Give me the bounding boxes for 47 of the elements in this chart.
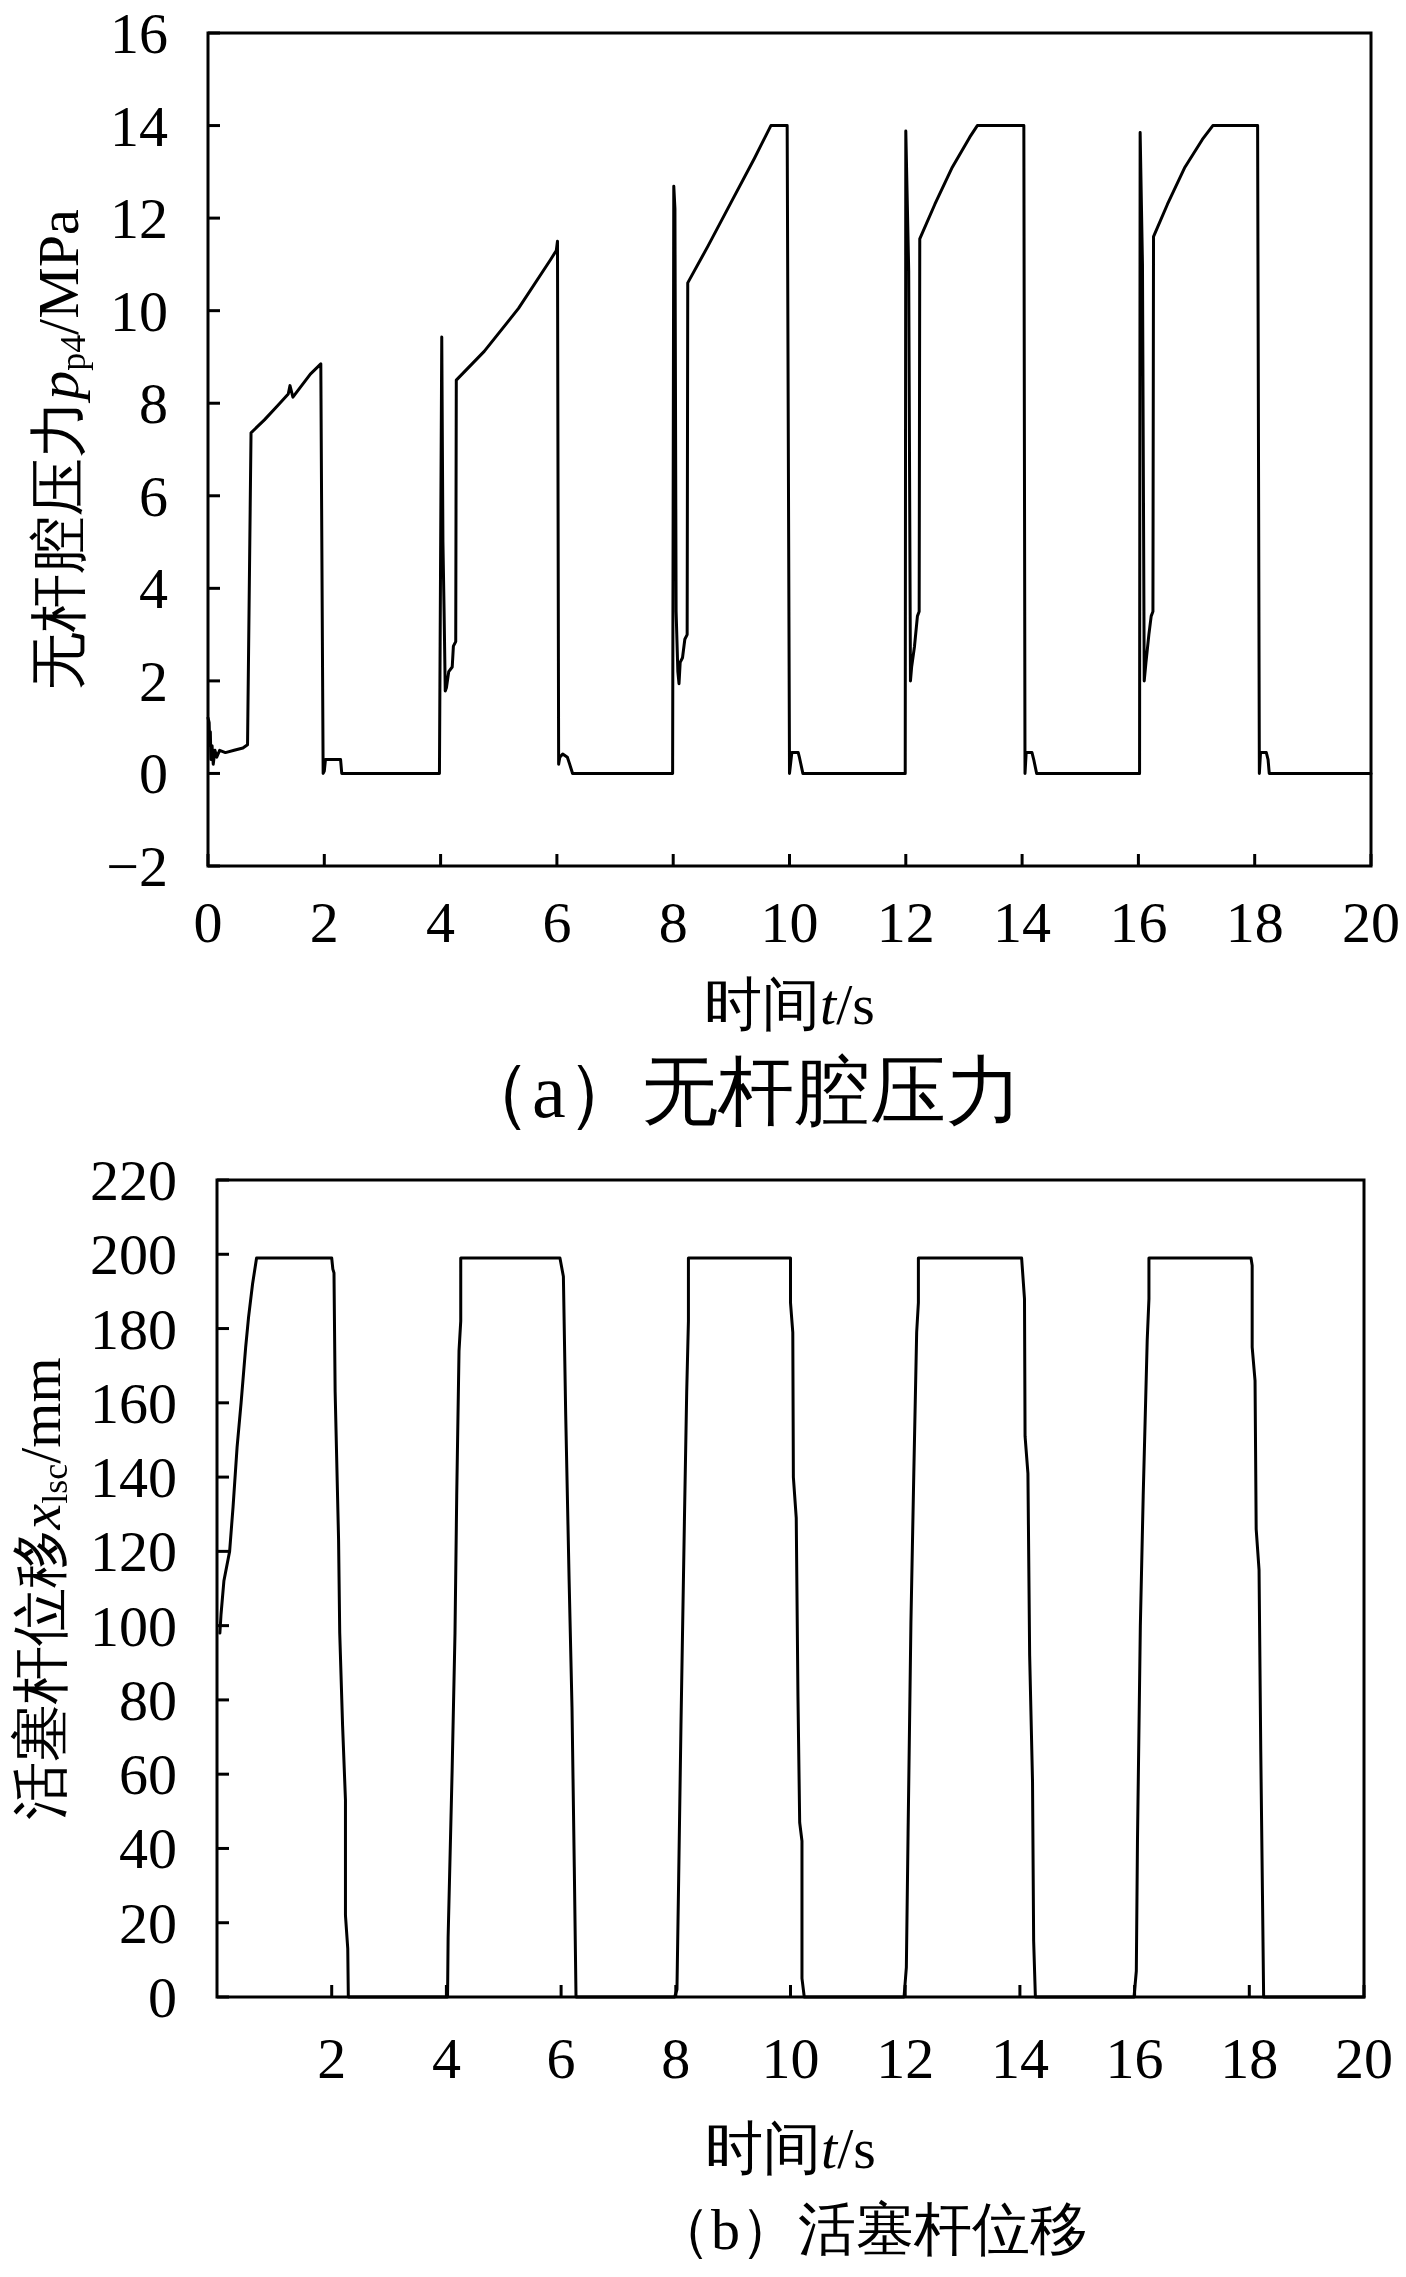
text: （a）无杆腔压力 xyxy=(456,1049,1022,1133)
y-tick-label: 0 xyxy=(148,1964,177,2030)
y-tick-label: 220 xyxy=(90,1147,177,1213)
y-tick-label: 10 xyxy=(110,278,168,344)
x-tick-label: 4 xyxy=(431,2025,461,2091)
x-axis-title: 时间t/s xyxy=(704,971,875,1037)
y-tick-label: 40 xyxy=(119,1815,177,1881)
y-tick-label: 16 xyxy=(110,0,168,66)
y-tick-label: 140 xyxy=(90,1444,177,1510)
y-tick-label: 20 xyxy=(119,1890,177,1956)
y-tick-label: 2 xyxy=(139,648,168,714)
y-tick-label: 80 xyxy=(119,1667,177,1733)
y-tick-label: 0 xyxy=(139,740,168,806)
y-tick-label: 12 xyxy=(110,185,168,251)
x-tick-label: 12 xyxy=(876,2025,935,2091)
y-tick-label: 100 xyxy=(90,1593,177,1659)
x-axis-title: 时间t/s xyxy=(705,2115,876,2181)
y-tick-label: −2 xyxy=(106,833,168,899)
x-tick-label: 20 xyxy=(1342,889,1400,955)
y-tick-label: 4 xyxy=(139,555,168,621)
y-tick-label: 14 xyxy=(110,93,168,159)
y-tick-label: 60 xyxy=(119,1741,177,1807)
x-tick-label: 14 xyxy=(990,2025,1049,2091)
x-tick-label: 14 xyxy=(993,889,1052,955)
y-tick-label: 6 xyxy=(139,463,168,529)
x-tick-label: 8 xyxy=(658,889,688,955)
y-tick-label: 8 xyxy=(139,370,168,436)
x-tick-label: 10 xyxy=(761,2025,820,2091)
x-tick-label: 16 xyxy=(1109,889,1168,955)
x-tick-label: 6 xyxy=(546,2025,576,2091)
x-tick-label: 10 xyxy=(760,889,819,955)
x-tick-label: 8 xyxy=(661,2025,691,2091)
y-tick-label: 160 xyxy=(90,1370,177,1436)
x-tick-label: 12 xyxy=(876,889,935,955)
x-tick-label: 2 xyxy=(309,889,339,955)
y-tick-label: 200 xyxy=(90,1221,177,1287)
x-tick-label: 20 xyxy=(1335,2025,1393,2091)
y-tick-label: 120 xyxy=(90,1518,177,1584)
y-tick-label: 180 xyxy=(90,1296,177,1362)
x-tick-label: 2 xyxy=(317,2025,347,2091)
x-tick-label: 4 xyxy=(426,889,456,955)
x-tick-label: 18 xyxy=(1225,889,1284,955)
x-tick-label: 6 xyxy=(542,889,572,955)
x-tick-label: 16 xyxy=(1105,2025,1164,2091)
x-tick-label: 18 xyxy=(1220,2025,1279,2091)
text: （b）活塞杆位移 xyxy=(653,2196,1088,2262)
x-tick-label: 0 xyxy=(193,889,223,955)
